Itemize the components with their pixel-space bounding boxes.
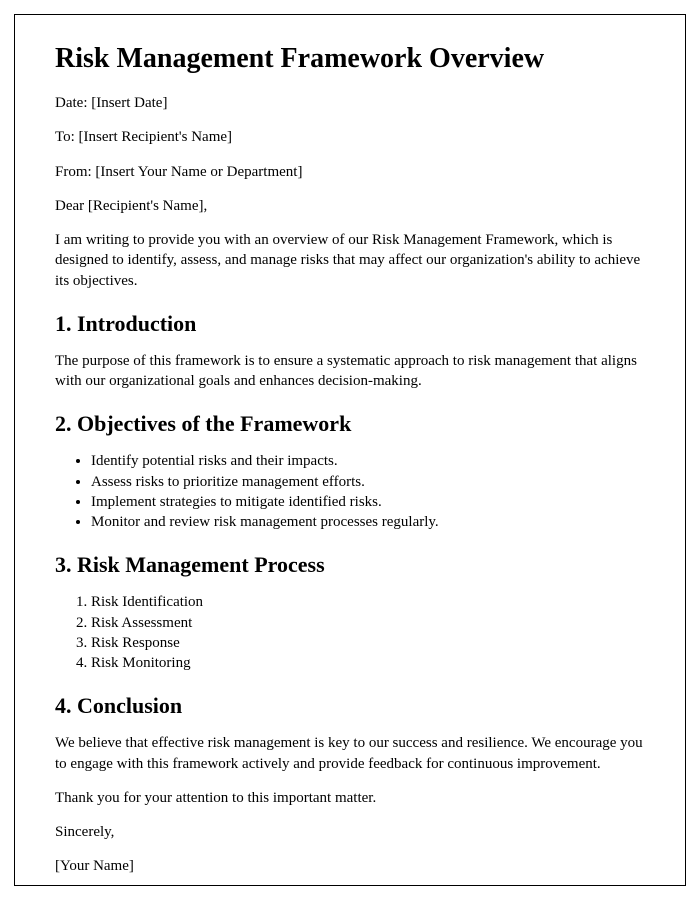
to-line: To: [Insert Recipient's Name] — [55, 127, 645, 147]
list-item: Identify potential risks and their impac… — [91, 451, 645, 471]
salutation: Dear [Recipient's Name], — [55, 196, 645, 216]
list-item: Risk Monitoring — [91, 653, 645, 673]
closing-signoff: Sincerely, — [55, 822, 645, 842]
section-heading-objectives: 2. Objectives of the Framework — [55, 411, 645, 437]
intro-paragraph: I am writing to provide you with an over… — [55, 230, 645, 291]
document-page: Risk Management Framework Overview Date:… — [14, 14, 686, 886]
section-heading-conclusion: 4. Conclusion — [55, 693, 645, 719]
list-item: Monitor and review risk management proce… — [91, 512, 645, 532]
section-body-conclusion: We believe that effective risk managemen… — [55, 733, 645, 774]
date-line: Date: [Insert Date] — [55, 93, 645, 113]
section-heading-introduction: 1. Introduction — [55, 311, 645, 337]
objectives-list: Identify potential risks and their impac… — [91, 451, 645, 532]
process-list: Risk Identification Risk Assessment Risk… — [91, 592, 645, 673]
closing-name: [Your Name] — [55, 856, 645, 876]
list-item: Risk Assessment — [91, 613, 645, 633]
list-item: Assess risks to prioritize management ef… — [91, 472, 645, 492]
from-line: From: [Insert Your Name or Department] — [55, 162, 645, 182]
closing-thanks: Thank you for your attention to this imp… — [55, 788, 645, 808]
section-heading-process: 3. Risk Management Process — [55, 552, 645, 578]
page-title: Risk Management Framework Overview — [55, 43, 645, 75]
list-item: Risk Response — [91, 633, 645, 653]
section-body-introduction: The purpose of this framework is to ensu… — [55, 351, 645, 392]
list-item: Implement strategies to mitigate identif… — [91, 492, 645, 512]
list-item: Risk Identification — [91, 592, 645, 612]
